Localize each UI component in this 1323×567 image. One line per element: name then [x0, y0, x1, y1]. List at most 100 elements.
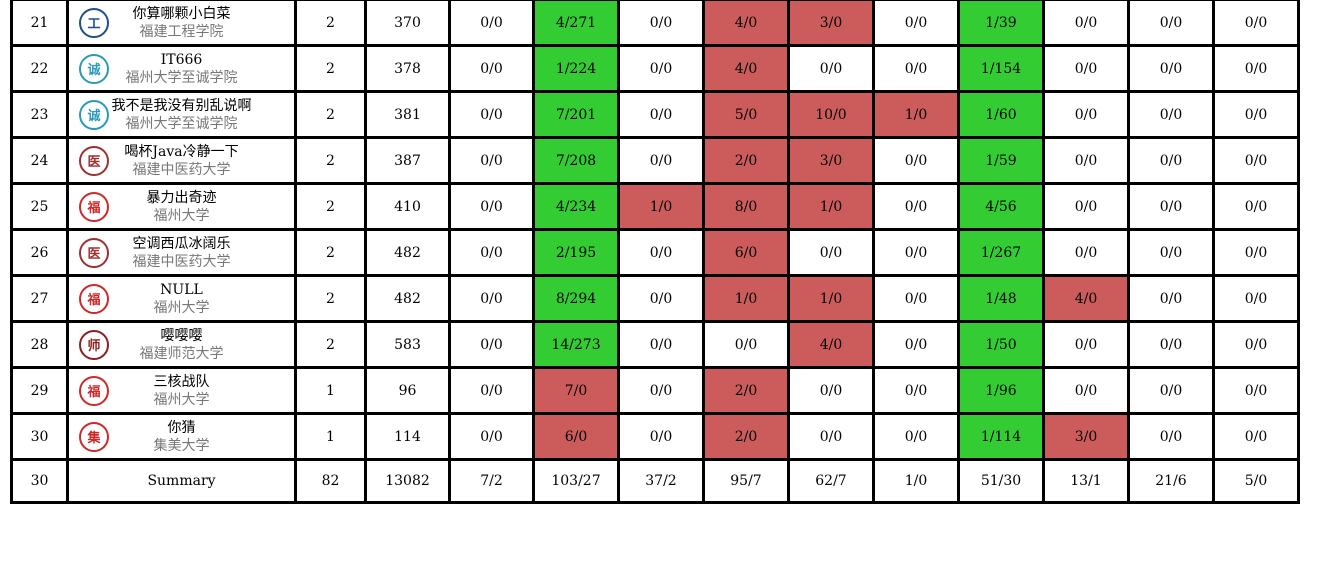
- problem-cell: 0/0: [1212, 0, 1300, 47]
- problem-cell: 0/0: [1127, 320, 1215, 369]
- problem-cell: 4/0: [1042, 274, 1130, 323]
- school-logo-glyph: 诚: [87, 109, 101, 124]
- problem-cell: 0/0: [1127, 182, 1215, 231]
- table-row: 28 师嘤嘤嘤 福建师范大学 2 583 0/0 14/273 0/0 0/0 4/0 0/0 1/5…: [10, 320, 1300, 369]
- school-logo-icon: 诚: [79, 53, 109, 84]
- problem-cell: 1/96: [957, 366, 1045, 415]
- summary-problem-cell: 13/1: [1042, 458, 1130, 504]
- problem-cell: 1/50: [957, 320, 1045, 369]
- table-row: 30 集你猜 集美大学 1 114 0/0 6/0 0/0 2/0 0/0 0/0 1/114 3/0 0…: [10, 412, 1300, 461]
- problem-cell: 1/60: [957, 90, 1045, 139]
- problem-cell: 0/0: [617, 228, 705, 277]
- problem-cell: 0/0: [448, 44, 535, 93]
- problem-cell: 0/0: [872, 320, 960, 369]
- summary-label: Summary: [66, 458, 297, 504]
- problem-cell: 0/0: [448, 228, 535, 277]
- summary-row: 30 Summary 82 13082 7/2 103/27 37/2 95/7 62/7 1/0…: [10, 458, 1300, 504]
- team-name: 嘤嘤嘤: [160, 327, 203, 344]
- team-name: 你猜: [167, 419, 196, 436]
- problem-cell: 0/0: [617, 136, 705, 185]
- school-logo-icon: 工: [79, 7, 109, 38]
- problem-cell: 0/0: [1042, 228, 1130, 277]
- summary-problem-cell: 21/6: [1127, 458, 1215, 504]
- problem-cell: 14/273: [532, 320, 620, 369]
- problem-cell: 2/0: [702, 366, 790, 415]
- summary-problem-cell: 37/2: [617, 458, 705, 504]
- solved-cell: 2: [294, 90, 367, 139]
- team-name: 喝杯Java冷静一下: [124, 143, 239, 160]
- problem-cell: 0/0: [1212, 320, 1300, 369]
- team-cell: 医 空调西瓜冰阔乐 福建中医药大学: [66, 228, 297, 277]
- penalty-cell: 381: [364, 90, 451, 139]
- problem-cell: 0/0: [1212, 228, 1300, 277]
- problem-cell: 0/0: [1212, 136, 1300, 185]
- solved-cell: 2: [294, 44, 367, 93]
- problem-cell: 0/0: [872, 274, 960, 323]
- school-name: 福州大学: [153, 299, 210, 316]
- problem-cell: 1/0: [787, 274, 875, 323]
- problem-cell: 0/0: [787, 44, 875, 93]
- rank-cell: 27: [10, 274, 69, 323]
- problem-cell: 0/0: [1212, 366, 1300, 415]
- problem-cell: 4/0: [702, 0, 790, 47]
- table-row: 27 福 NULL 福州大学 2 482 0/0 8/294 0/0 1/0 1/0 0/0 1/48 4…: [10, 274, 1300, 323]
- solved-cell: 2: [294, 136, 367, 185]
- problem-cell: 0/0: [787, 228, 875, 277]
- school-logo-glyph: 集: [87, 431, 101, 446]
- problem-cell: 1/224: [532, 44, 620, 93]
- summary-problem-cell: 1/0: [872, 458, 960, 504]
- scoreboard-table: 21 工你算哪颗小白菜 福建工程学院 2 370 0/0 4/271 0/0 4/0 3/0 0/0…: [10, 0, 1300, 504]
- penalty-cell: 378: [364, 44, 451, 93]
- problem-cell: 0/0: [1042, 182, 1130, 231]
- summary-rank-cell: 30: [10, 458, 69, 504]
- school-name: 福州大学: [153, 207, 210, 224]
- problem-cell: 1/0: [702, 274, 790, 323]
- rank-cell: 21: [10, 0, 69, 47]
- problem-cell: 8/294: [532, 274, 620, 323]
- school-logo-glyph: 诚: [87, 63, 101, 78]
- problem-cell: 0/0: [787, 366, 875, 415]
- problem-cell: 7/201: [532, 90, 620, 139]
- school-logo-icon: 福: [79, 283, 109, 314]
- problem-cell: 0/0: [448, 182, 535, 231]
- problem-cell: 0/0: [872, 228, 960, 277]
- solved-cell: 2: [294, 228, 367, 277]
- school-logo-icon: 诚: [79, 99, 109, 130]
- summary-problem-cell: 95/7: [702, 458, 790, 504]
- rank-cell: 22: [10, 44, 69, 93]
- team-cell: 诚 IT666 福州大学至诚学院: [66, 44, 297, 93]
- school-logo-icon: 福: [79, 191, 109, 222]
- school-logo-glyph: 福: [87, 201, 101, 216]
- penalty-cell: 96: [364, 366, 451, 415]
- problem-cell: 3/0: [787, 0, 875, 47]
- team-name: 空调西瓜冰阔乐: [132, 235, 231, 252]
- school-logo-glyph: 师: [87, 339, 101, 354]
- problem-cell: 4/234: [532, 182, 620, 231]
- team-cell: 工 你算哪颗小白菜 福建工程学院: [66, 0, 297, 47]
- problem-cell: 0/0: [787, 412, 875, 461]
- school-logo-icon: 师: [79, 329, 109, 360]
- solved-cell: 1: [294, 412, 367, 461]
- school-logo-icon: 集: [79, 421, 109, 452]
- problem-cell: 4/56: [957, 182, 1045, 231]
- problem-cell: 3/0: [787, 136, 875, 185]
- table-row: 21 工你算哪颗小白菜 福建工程学院 2 370 0/0 4/271 0/0 4/0 3/0 0/0…: [10, 0, 1300, 47]
- problem-cell: 0/0: [617, 274, 705, 323]
- team-cell: 师 嘤嘤嘤 福建师范大学: [66, 320, 297, 369]
- penalty-cell: 387: [364, 136, 451, 185]
- rank-cell: 25: [10, 182, 69, 231]
- school-name: 福建中医药大学: [132, 161, 231, 178]
- problem-cell: 0/0: [448, 90, 535, 139]
- table-row: 26 医空调西瓜冰阔乐 福建中医药大学 2 482 0/0 2/195 0/0 6/0 0/0 0/…: [10, 228, 1300, 277]
- problem-cell: 0/0: [617, 44, 705, 93]
- problem-cell: 10/0: [787, 90, 875, 139]
- school-name: 福建工程学院: [139, 23, 224, 40]
- problem-cell: 0/0: [1127, 44, 1215, 93]
- problem-cell: 0/0: [448, 274, 535, 323]
- problem-cell: 1/0: [617, 182, 705, 231]
- problem-cell: 0/0: [1212, 90, 1300, 139]
- problem-cell: 0/0: [872, 412, 960, 461]
- problem-cell: 1/39: [957, 0, 1045, 47]
- problem-cell: 0/0: [872, 182, 960, 231]
- rank-cell: 26: [10, 228, 69, 277]
